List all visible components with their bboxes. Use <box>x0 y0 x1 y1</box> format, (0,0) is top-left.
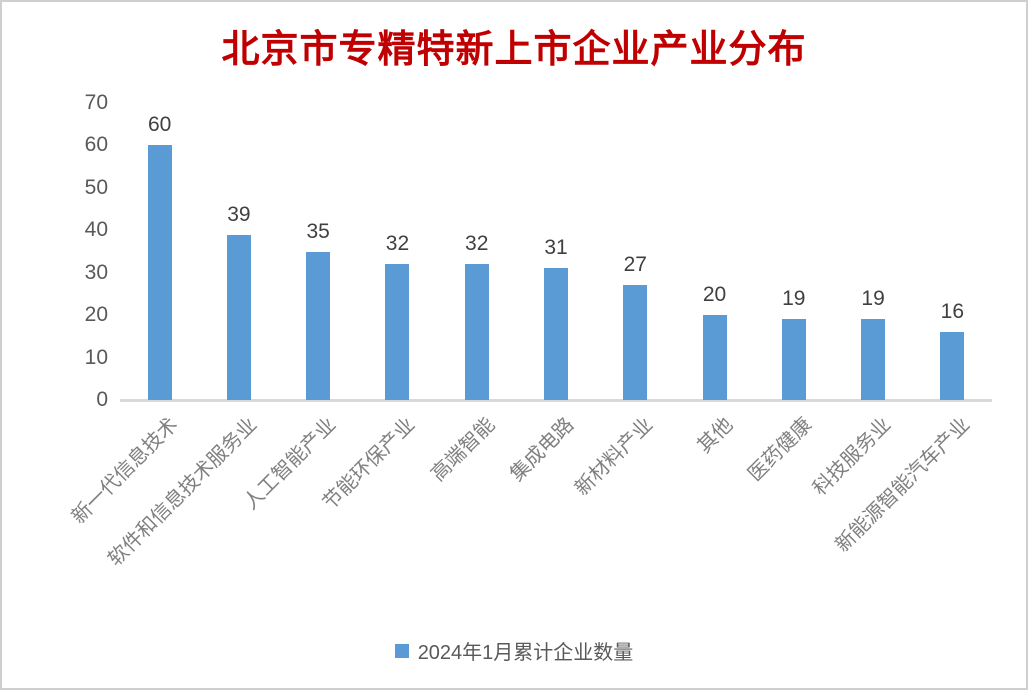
bar <box>226 234 251 400</box>
bar-value-label: 20 <box>702 283 727 307</box>
y-axis-tick-label: 70 <box>84 91 108 114</box>
y-axis-tick-label: 40 <box>84 218 108 242</box>
bar-value-label: 32 <box>465 232 489 256</box>
x-axis-category-label: 集成电路 <box>506 413 579 486</box>
bar-value-label: 19 <box>782 287 806 311</box>
bar <box>861 319 886 400</box>
y-axis-tick-label: 20 <box>84 303 108 327</box>
bar-value-label: 19 <box>861 287 885 311</box>
bar <box>623 285 648 400</box>
bar <box>781 319 806 400</box>
x-axis-category-label: 其他 <box>692 413 737 458</box>
bar <box>544 268 568 400</box>
x-axis-category-label: 新材料产业 <box>571 413 658 500</box>
x-axis-category-label: 新能源智能汽车产业 <box>831 413 975 557</box>
bar <box>940 332 965 400</box>
y-axis-tick-label: 30 <box>84 260 108 284</box>
bar <box>464 264 489 400</box>
bar-value-label: 35 <box>306 219 330 243</box>
bar-value-label: 32 <box>385 232 410 256</box>
bar-value-label: 39 <box>227 202 251 226</box>
y-axis-tick-label: 50 <box>84 175 108 199</box>
y-axis-tick-label: 0 <box>96 388 108 411</box>
x-axis-line <box>120 399 992 402</box>
x-axis-category-label: 医药健康 <box>743 413 817 486</box>
bar-value-label: 60 <box>147 113 172 137</box>
y-axis-tick-label: 60 <box>84 133 108 157</box>
y-axis-tick-label: 10 <box>84 345 108 369</box>
bar <box>702 315 727 400</box>
bar <box>147 145 172 400</box>
plot-area: 0 10 20 30 40 50 60 70 60 新一代信息技术 39 软件和信息技术服务业 35 人工… <box>67 91 992 571</box>
chart-title: 北京市专精特新上市企业产业分布 <box>221 29 807 71</box>
legend-label: 2024年1月累计企业数量 <box>417 642 634 664</box>
legend: 2024年1月累计企业数量 <box>2 636 1026 665</box>
bar <box>385 264 410 400</box>
bar <box>306 251 331 400</box>
bar-value-label: 16 <box>940 300 965 324</box>
bar-value-label: 31 <box>544 236 568 260</box>
bar-value-label: 27 <box>623 253 647 277</box>
x-axis-category-label: 软件和信息技术服务业 <box>104 413 262 571</box>
legend-marker-icon <box>394 643 409 658</box>
x-axis-category-label: 高端智能 <box>426 413 499 486</box>
